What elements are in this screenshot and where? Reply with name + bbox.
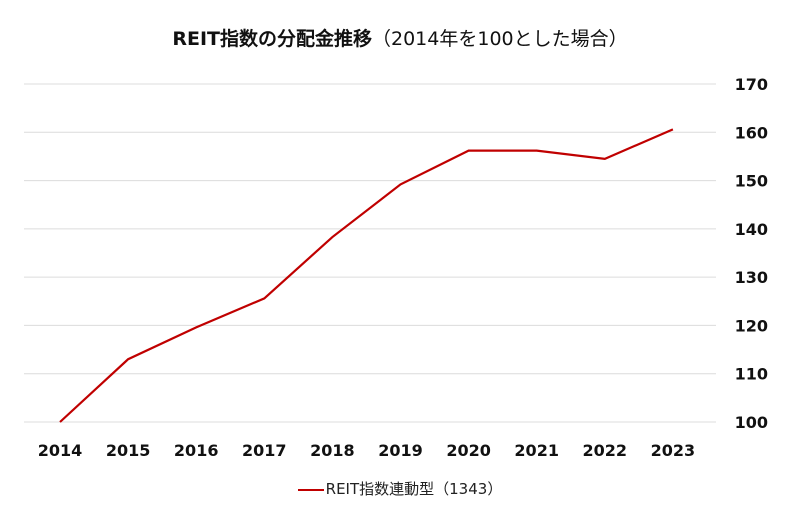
x-tick-label: 2021 bbox=[514, 441, 559, 460]
y-tick-label: 130 bbox=[735, 268, 768, 287]
x-tick-label: 2017 bbox=[242, 441, 287, 460]
x-tick-label: 2023 bbox=[651, 441, 696, 460]
legend: REIT指数連動型（1343） bbox=[0, 478, 800, 499]
chart-title: REIT指数の分配金推移（2014年を100とした場合） bbox=[172, 28, 628, 50]
series-line bbox=[59, 128, 674, 423]
y-tick-label: 170 bbox=[735, 75, 768, 94]
x-tick-label: 2014 bbox=[38, 441, 83, 460]
y-tick-label: 150 bbox=[735, 172, 768, 191]
x-tick-label: 2015 bbox=[106, 441, 151, 460]
y-tick-label: 140 bbox=[735, 220, 768, 239]
x-tick-label: 2019 bbox=[378, 441, 423, 460]
legend-label: REIT指数連動型（1343） bbox=[325, 480, 503, 498]
x-tick-label: 2020 bbox=[446, 441, 491, 460]
x-tick-label: 2022 bbox=[583, 441, 628, 460]
y-tick-label: 120 bbox=[735, 316, 768, 335]
y-tick-label: 100 bbox=[735, 413, 768, 432]
y-tick-label: 110 bbox=[735, 365, 768, 384]
legend-swatch bbox=[297, 488, 324, 491]
x-tick-label: 2016 bbox=[174, 441, 219, 460]
y-tick-label: 160 bbox=[735, 123, 768, 142]
x-tick-label: 2018 bbox=[310, 441, 355, 460]
